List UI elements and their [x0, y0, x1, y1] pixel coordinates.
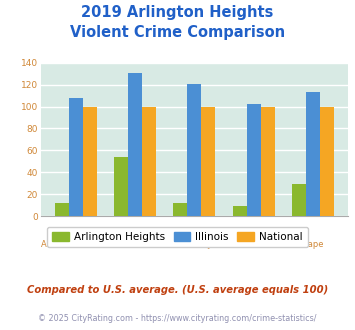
- Bar: [142, 107, 156, 216]
- Text: Robbery: Robbery: [177, 240, 212, 249]
- Bar: [128, 73, 142, 216]
- Legend: Arlington Heights, Illinois, National: Arlington Heights, Illinois, National: [47, 227, 308, 247]
- Text: Aggravated Assault: Aggravated Assault: [213, 228, 295, 237]
- Bar: [69, 98, 83, 216]
- Text: Violent Crime Comparison: Violent Crime Comparison: [70, 25, 285, 40]
- Bar: [114, 157, 128, 216]
- Bar: [247, 104, 261, 216]
- Bar: [187, 83, 201, 216]
- Bar: [261, 107, 275, 216]
- Bar: [174, 203, 187, 216]
- Text: © 2025 CityRating.com - https://www.cityrating.com/crime-statistics/: © 2025 CityRating.com - https://www.city…: [38, 314, 317, 323]
- Bar: [201, 107, 215, 216]
- Text: All Violent Crime: All Violent Crime: [40, 240, 111, 249]
- Text: Compared to U.S. average. (U.S. average equals 100): Compared to U.S. average. (U.S. average …: [27, 285, 328, 295]
- Bar: [55, 203, 69, 216]
- Text: Murder & Mans...: Murder & Mans...: [99, 228, 171, 237]
- Text: 2019 Arlington Heights: 2019 Arlington Heights: [81, 5, 274, 20]
- Bar: [233, 206, 247, 216]
- Bar: [306, 92, 320, 216]
- Bar: [320, 107, 334, 216]
- Text: Rape: Rape: [302, 240, 324, 249]
- Bar: [292, 184, 306, 216]
- Bar: [83, 107, 97, 216]
